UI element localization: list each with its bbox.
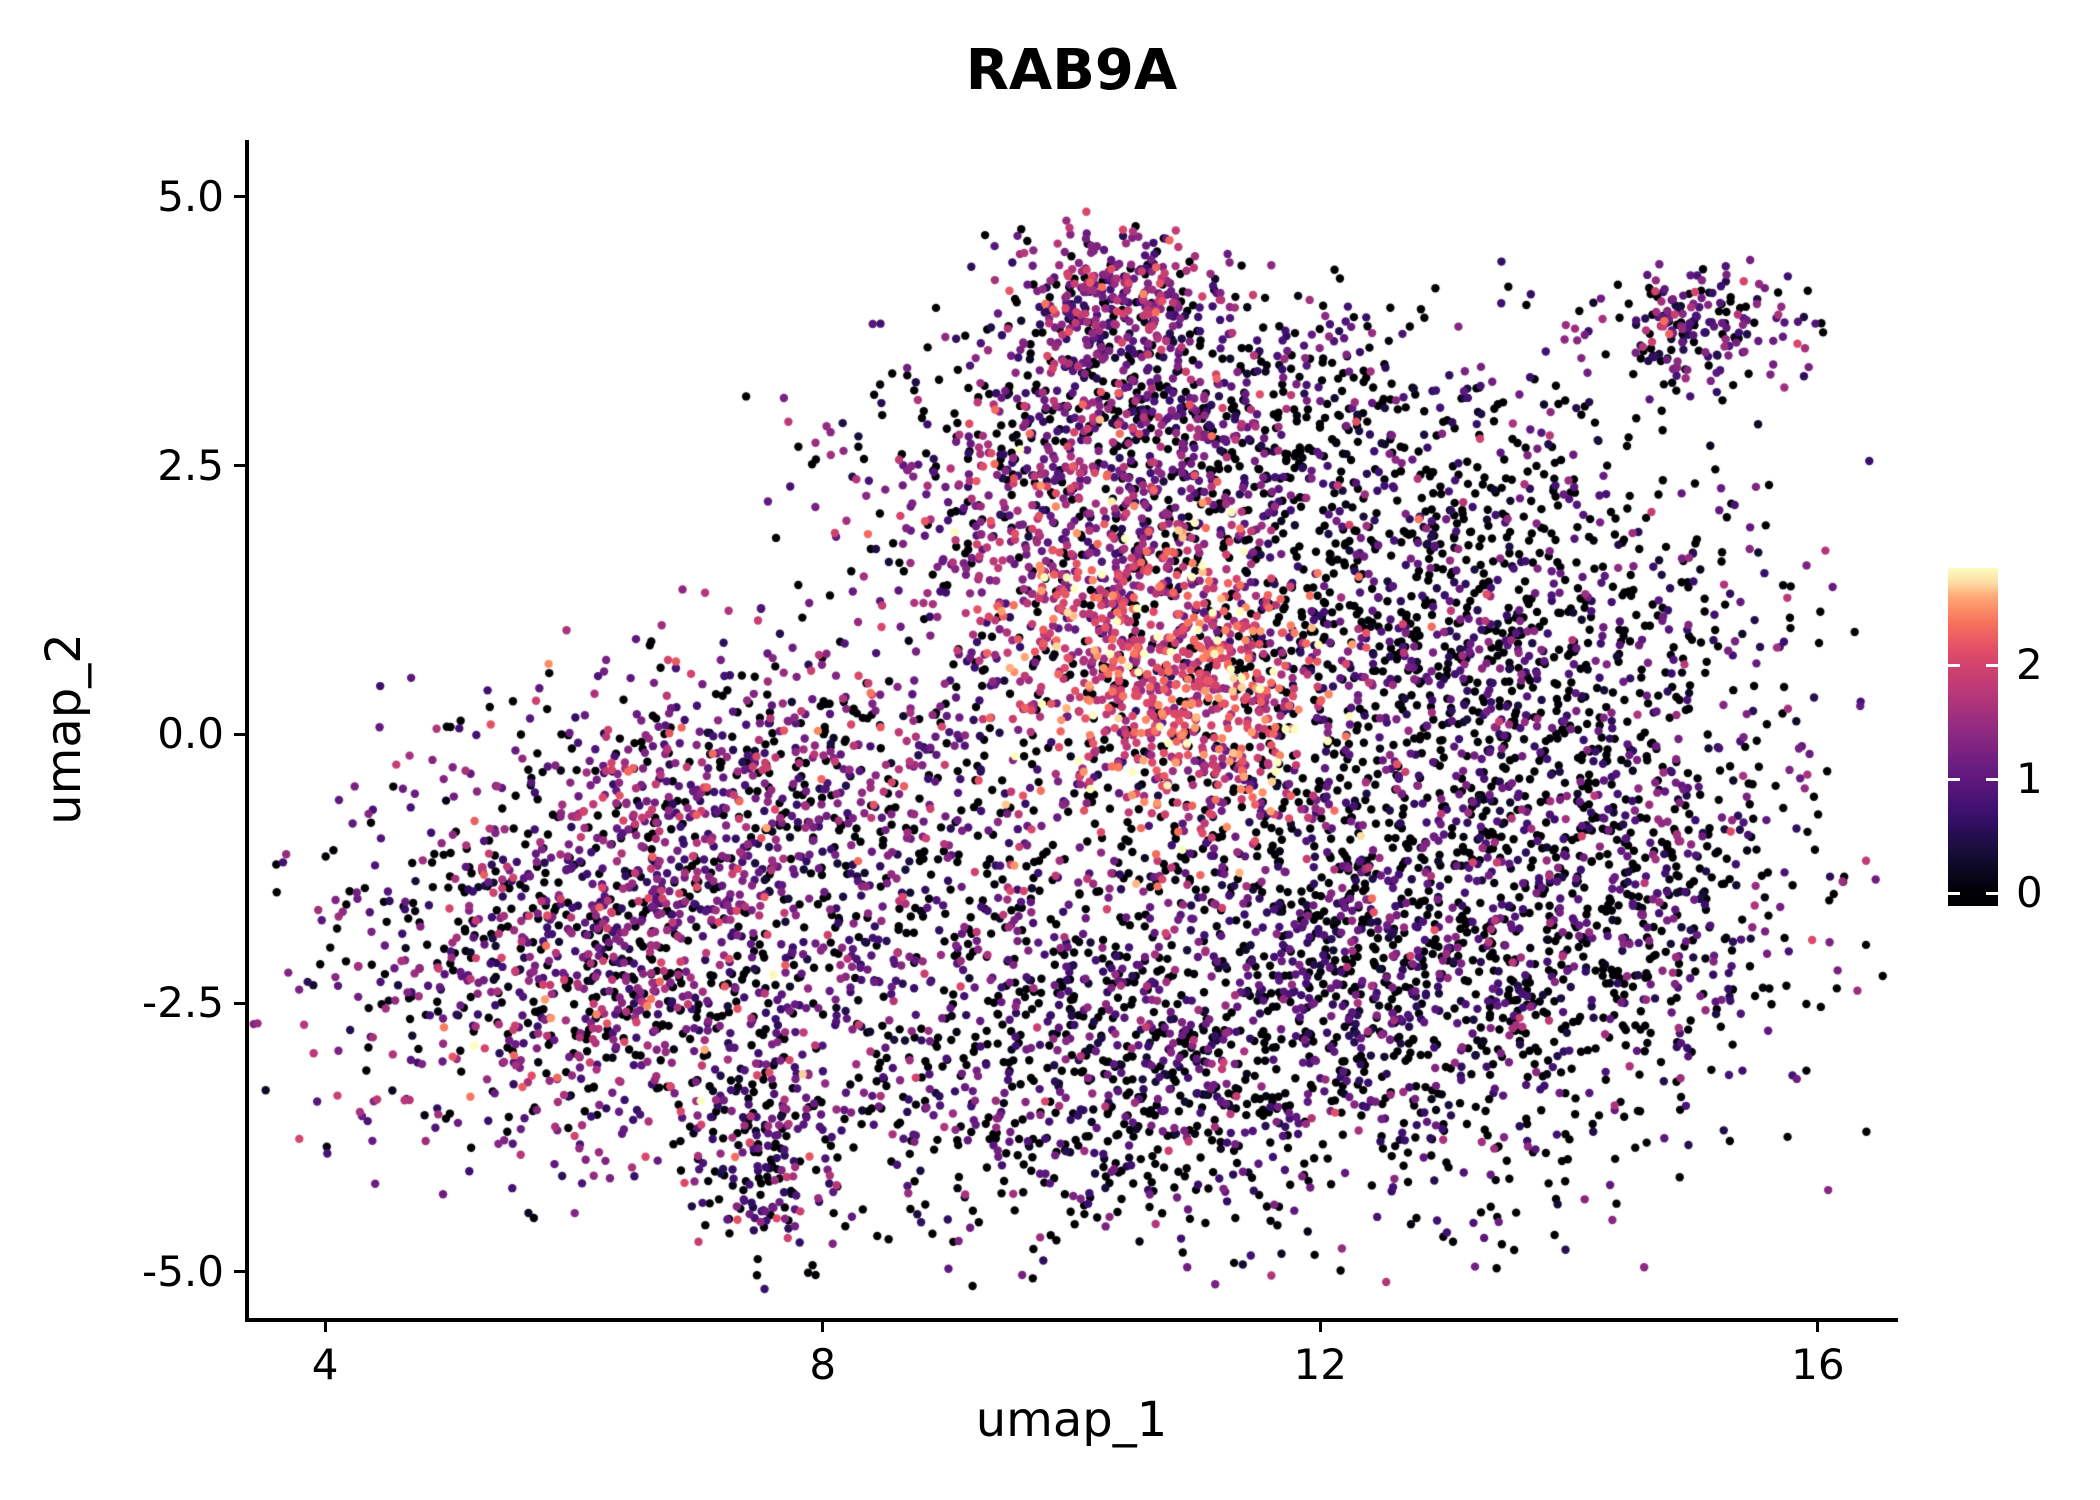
colorbar-gradient xyxy=(1948,568,1998,906)
x-tick-mark xyxy=(821,1318,825,1332)
x-tick-label: 8 xyxy=(809,1340,837,1389)
colorbar-tick-mark xyxy=(1986,663,1998,667)
y-tick-label: 2.5 xyxy=(157,440,224,490)
colorbar-tick-label: 1 xyxy=(2016,754,2043,804)
y-tick-label: -5.0 xyxy=(142,1246,224,1296)
y-tick-mark xyxy=(234,1270,248,1274)
x-tick-mark xyxy=(1816,1318,1820,1332)
colorbar-tick-mark xyxy=(1948,777,1960,781)
y-tick-label: -2.5 xyxy=(142,978,224,1028)
x-axis-line xyxy=(245,1318,1898,1322)
x-tick-mark xyxy=(323,1318,327,1332)
y-axis-line xyxy=(245,140,249,1322)
colorbar-tick-mark xyxy=(1986,891,1998,895)
colorbar-tick-mark xyxy=(1948,663,1960,667)
y-tick-mark xyxy=(234,732,248,736)
x-tick-label: 4 xyxy=(311,1340,339,1389)
x-tick-label: 12 xyxy=(1293,1340,1347,1389)
x-tick-label: 16 xyxy=(1791,1340,1845,1389)
x-tick-mark xyxy=(1318,1318,1322,1332)
y-tick-mark xyxy=(234,1001,248,1005)
colorbar-tick-mark xyxy=(1948,891,1960,895)
x-axis-label: umap_1 xyxy=(975,1392,1168,1448)
y-tick-label: 5.0 xyxy=(157,171,224,221)
y-tick-label: 0.0 xyxy=(157,709,224,759)
colorbar-tick-mark xyxy=(1986,777,1998,781)
y-tick-mark xyxy=(234,195,248,199)
plot-title: RAB9A xyxy=(965,38,1178,103)
y-axis-label: umap_2 xyxy=(36,633,92,825)
colorbar-tick-label: 2 xyxy=(2016,640,2043,690)
colorbar-tick-label: 0 xyxy=(2016,868,2043,918)
y-tick-mark xyxy=(234,464,248,468)
